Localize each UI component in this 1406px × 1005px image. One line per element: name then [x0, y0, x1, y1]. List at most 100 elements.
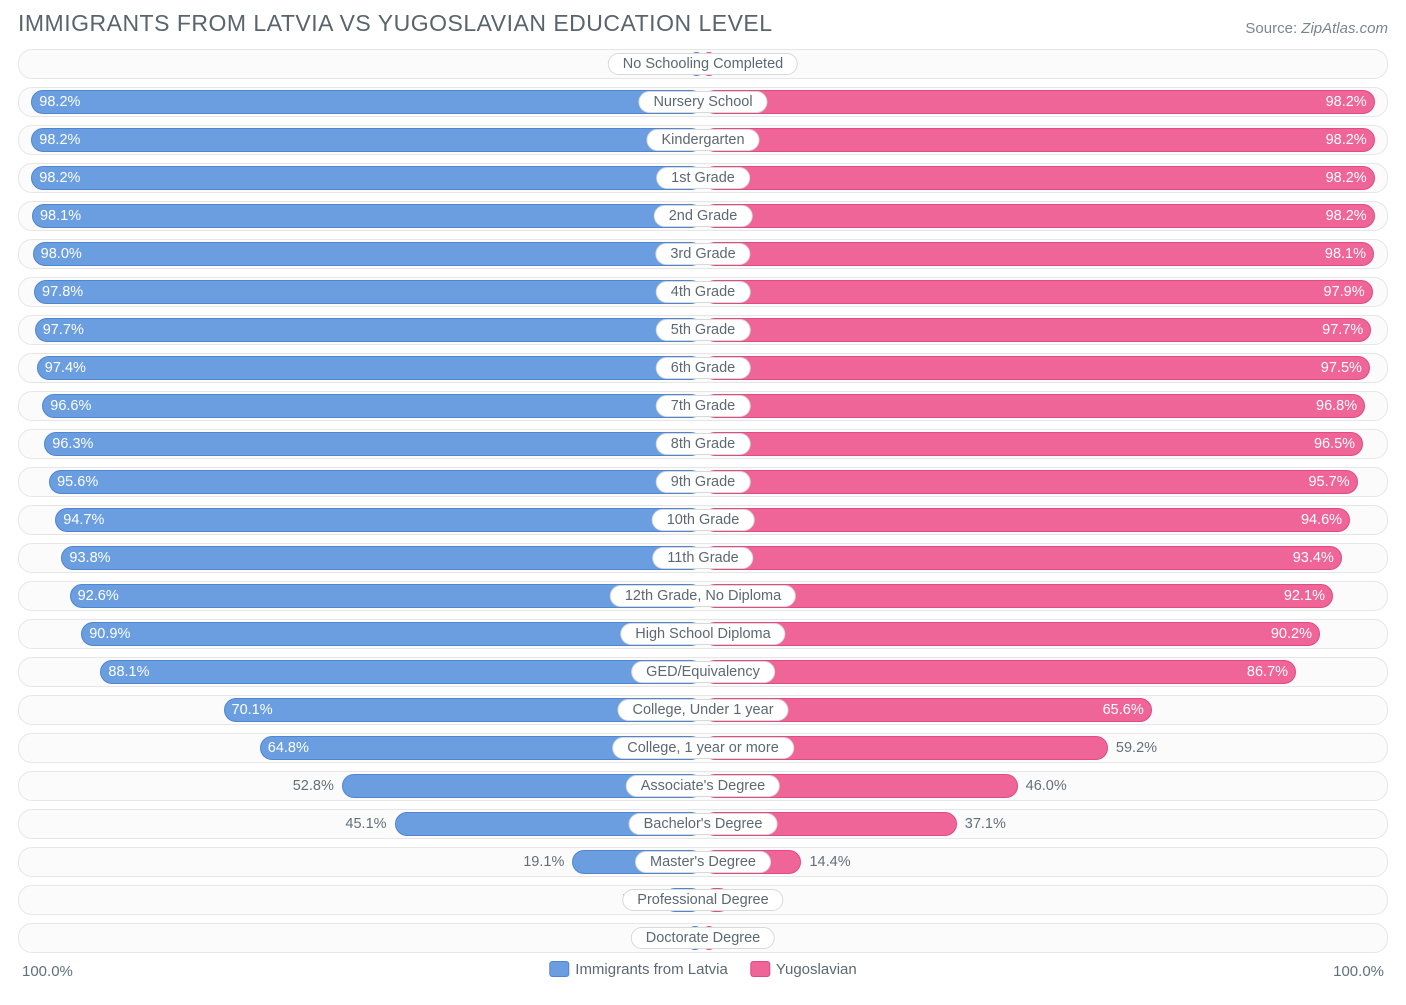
bar-right — [703, 318, 1371, 342]
bar-left — [70, 584, 703, 608]
category-label: Bachelor's Degree — [629, 813, 778, 835]
bar-right — [703, 470, 1358, 494]
category-label: 1st Grade — [656, 167, 750, 189]
bar-right — [703, 128, 1375, 152]
bar-right — [703, 584, 1333, 608]
value-right: 98.2% — [1326, 202, 1367, 230]
value-left: 98.0% — [41, 240, 82, 268]
category-label: 5th Grade — [656, 319, 751, 341]
chart-row: 96.6%96.8%7th Grade — [18, 391, 1388, 421]
category-label: 2nd Grade — [654, 205, 753, 227]
value-left: 64.8% — [268, 734, 309, 762]
category-label: Professional Degree — [622, 889, 783, 911]
category-label: Nursery School — [638, 91, 767, 113]
bar-right — [703, 90, 1375, 114]
chart-row: 19.1%14.4%Master's Degree — [18, 847, 1388, 877]
category-label: 10th Grade — [652, 509, 755, 531]
bar-right — [703, 166, 1375, 190]
value-left: 98.2% — [39, 164, 80, 192]
axis-right-max: 100.0% — [1333, 963, 1384, 980]
chart-row: 1.9%1.8%No Schooling Completed — [18, 49, 1388, 79]
chart-row: 52.8% 46.0% Associate's Degree — [18, 771, 1388, 801]
value-left: 98.2% — [39, 126, 80, 154]
chart-row: 97.8%97.9%4th Grade — [18, 277, 1388, 307]
value-right: 93.4% — [1293, 544, 1334, 572]
value-right: 98.2% — [1326, 164, 1367, 192]
value-right: 95.7% — [1308, 468, 1349, 496]
value-left: 96.3% — [52, 430, 93, 458]
value-right: 90.2% — [1271, 620, 1312, 648]
chart-legend: Immigrants from Latvia Yugoslavian — [549, 961, 856, 978]
chart-row: 93.8%93.4%11th Grade — [18, 543, 1388, 573]
category-label: 8th Grade — [656, 433, 751, 455]
bar-left — [49, 470, 703, 494]
category-label: Doctorate Degree — [631, 927, 775, 949]
category-label: 12th Grade, No Diploma — [610, 585, 796, 607]
bar-right — [703, 280, 1373, 304]
bar-left — [55, 508, 703, 532]
value-right: 37.1% — [965, 810, 1006, 838]
chart-row: 92.6%92.1%12th Grade, No Diploma — [18, 581, 1388, 611]
bar-left — [61, 546, 703, 570]
chart-title: IMMIGRANTS FROM LATVIA VS YUGOSLAVIAN ED… — [18, 10, 773, 37]
source-brand: ZipAtlas.com — [1301, 20, 1388, 37]
value-left: 94.7% — [63, 506, 104, 534]
value-right: 96.5% — [1314, 430, 1355, 458]
chart-row: 97.7%97.7%5th Grade — [18, 315, 1388, 345]
bar-left — [34, 280, 703, 304]
category-label: 3rd Grade — [655, 243, 750, 265]
bar-right — [703, 356, 1370, 380]
chart-row: 5.8%4.1%Professional Degree — [18, 885, 1388, 915]
category-label: Master's Degree — [635, 851, 771, 873]
bar-right — [703, 432, 1363, 456]
value-left: 98.2% — [39, 88, 80, 116]
bar-left — [42, 394, 703, 418]
bar-right — [703, 546, 1342, 570]
bar-right — [703, 204, 1375, 228]
value-left: 97.8% — [42, 278, 83, 306]
category-label: Associate's Degree — [626, 775, 780, 797]
bar-left — [100, 660, 703, 684]
bar-left — [31, 128, 703, 152]
value-right: 98.2% — [1326, 88, 1367, 116]
value-right: 59.2% — [1116, 734, 1157, 762]
value-left: 90.9% — [89, 620, 130, 648]
chart-row: 45.1%37.1%Bachelor's Degree — [18, 809, 1388, 839]
value-left: 52.8% — [293, 772, 334, 800]
chart-row: 96.3% 96.5% 8th Grade — [18, 429, 1388, 459]
chart-row: 88.1%86.7%GED/Equivalency — [18, 657, 1388, 687]
diverging-bar-chart: 1.9%1.8%No Schooling Completed98.2%98.2%… — [18, 49, 1388, 953]
value-right: 96.8% — [1316, 392, 1357, 420]
bar-right — [703, 394, 1365, 418]
chart-row: 98.2% 98.2% Nursery School — [18, 87, 1388, 117]
category-label: College, 1 year or more — [612, 737, 794, 759]
chart-row: 98.2%98.2%Kindergarten — [18, 125, 1388, 155]
chart-row: 98.1%98.2%2nd Grade — [18, 201, 1388, 231]
value-right: 46.0% — [1026, 772, 1067, 800]
category-label: 7th Grade — [656, 395, 751, 417]
axis-left-max: 100.0% — [22, 963, 73, 980]
chart-footer: 100.0% Immigrants from Latvia Yugoslavia… — [18, 961, 1388, 987]
legend-item-left: Immigrants from Latvia — [549, 961, 728, 978]
chart-row: 97.4%97.5%6th Grade — [18, 353, 1388, 383]
bar-right — [703, 622, 1320, 646]
bar-left — [81, 622, 703, 646]
category-label: 4th Grade — [656, 281, 751, 303]
chart-source: Source: ZipAtlas.com — [1245, 20, 1388, 37]
bar-left — [32, 204, 703, 228]
value-right: 98.1% — [1325, 240, 1366, 268]
bar-right — [703, 660, 1296, 684]
value-left: 97.7% — [43, 316, 84, 344]
legend-label-right: Yugoslavian — [776, 961, 857, 978]
value-left: 93.8% — [69, 544, 110, 572]
category-label: Kindergarten — [646, 129, 759, 151]
category-label: 6th Grade — [656, 357, 751, 379]
category-label: 9th Grade — [656, 471, 751, 493]
source-prefix: Source: — [1245, 20, 1301, 37]
value-right: 94.6% — [1301, 506, 1342, 534]
chart-row: 70.1%65.6%College, Under 1 year — [18, 695, 1388, 725]
chart-row: 64.8% 59.2% College, 1 year or more — [18, 733, 1388, 763]
chart-row: 98.0% 98.1% 3rd Grade — [18, 239, 1388, 269]
value-left: 88.1% — [108, 658, 149, 686]
bar-right — [703, 242, 1374, 266]
